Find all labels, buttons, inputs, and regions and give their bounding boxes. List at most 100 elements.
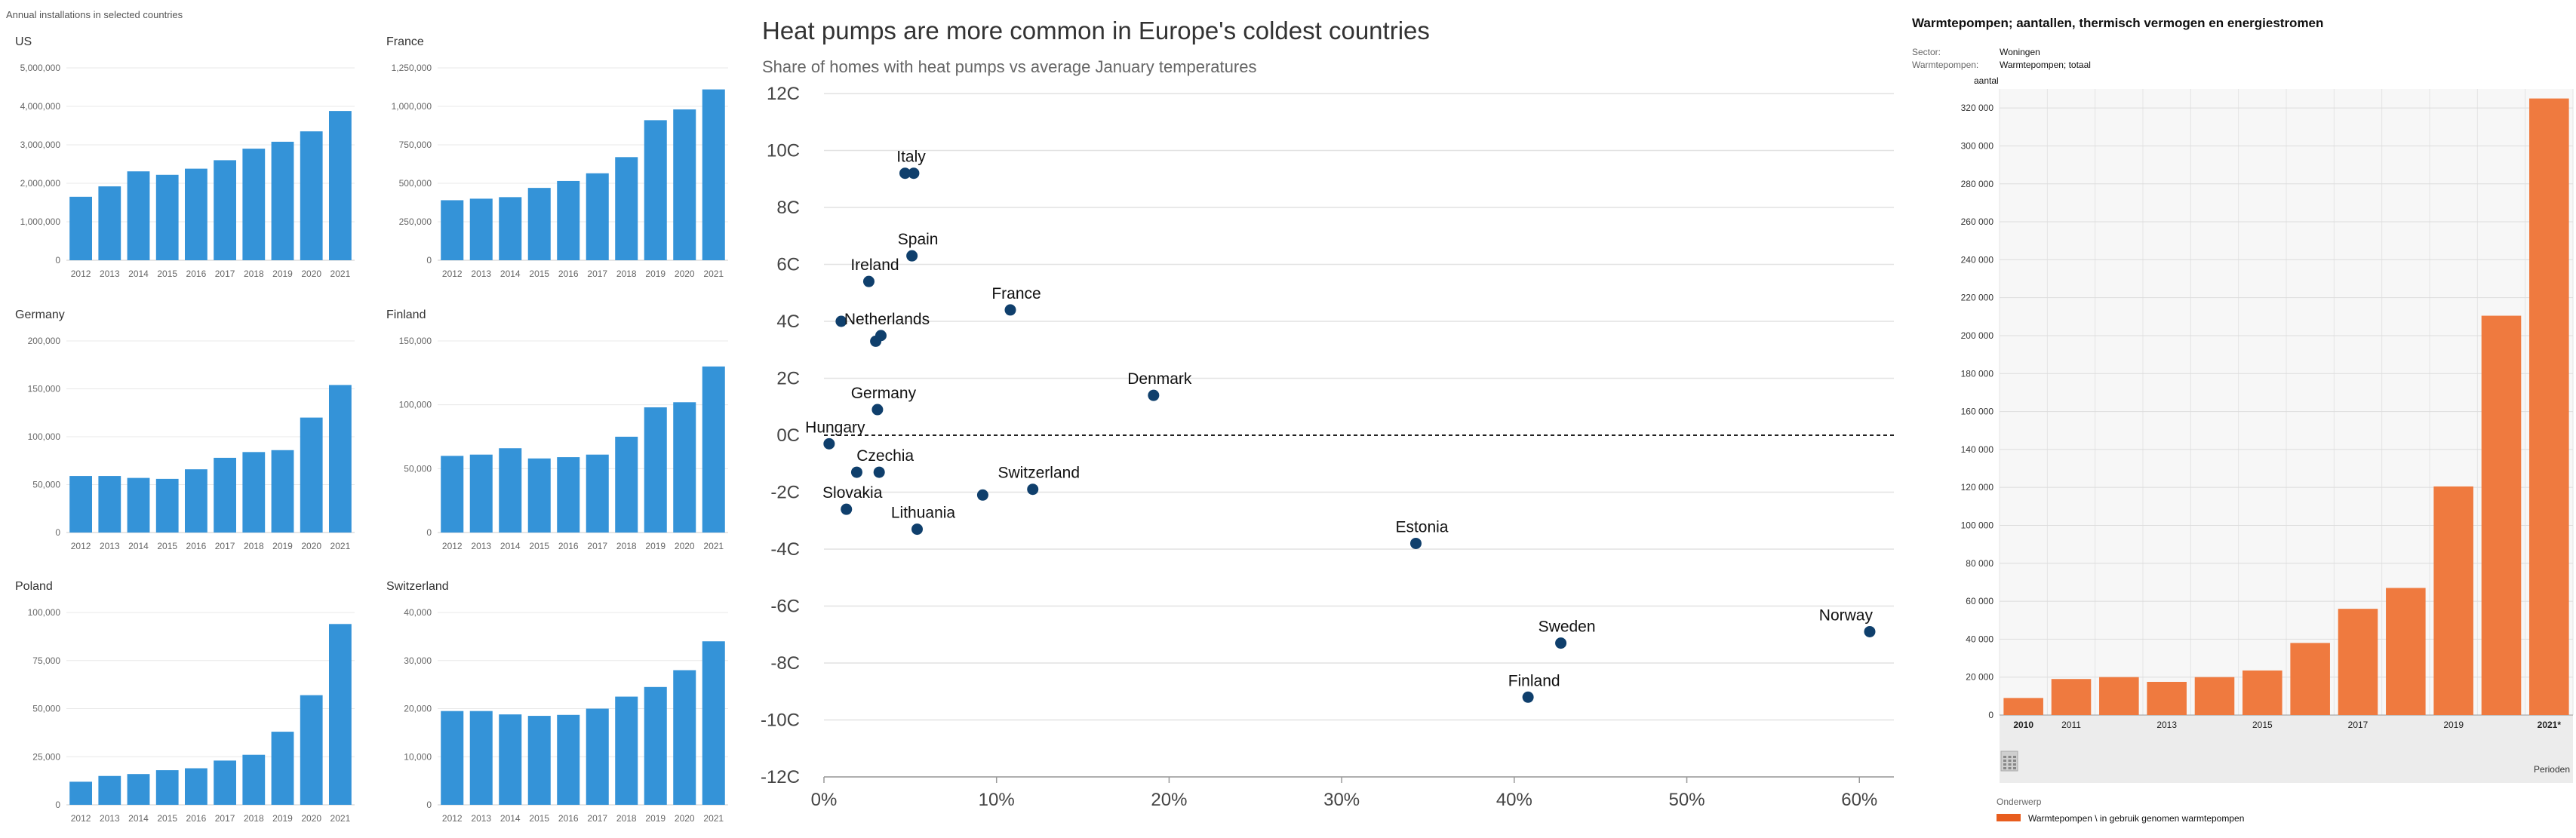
y-tick-label: 10C — [767, 141, 800, 161]
y-tick-label: 0 — [426, 527, 432, 538]
scatter-svg: Heat pumps are more common in Europe's c… — [761, 17, 1894, 810]
x-tick-label: 2017 — [215, 541, 235, 551]
x-tick-label: 2016 — [186, 813, 207, 824]
scatter-point — [906, 250, 918, 262]
bar — [185, 768, 207, 805]
bar — [673, 670, 696, 805]
x-tick-label: 2020 — [675, 813, 695, 824]
y-tick-label: -12C — [761, 767, 800, 787]
bar — [127, 774, 150, 805]
x-tick-label: 2019 — [645, 269, 666, 279]
x-tick-label: 2020 — [301, 813, 321, 824]
calendar-icon-cell — [2013, 760, 2016, 762]
scatter-point — [835, 315, 847, 327]
x-tick-label: 2021 — [330, 269, 351, 279]
y-tick-label: -10C — [761, 711, 800, 731]
bar — [300, 131, 323, 260]
x-tick-label: 2014 — [128, 541, 149, 551]
bar — [2147, 681, 2187, 715]
point-label-estonia: Estonia — [1395, 518, 1448, 536]
y-tick-label: 30,000 — [404, 655, 432, 666]
bar — [2529, 98, 2569, 716]
x-tick-label: 2017 — [2348, 720, 2369, 730]
bar — [2242, 670, 2282, 715]
small-chart-title: France — [386, 35, 424, 48]
bar — [499, 448, 522, 533]
x-tick-label: 30% — [1323, 790, 1360, 810]
y-tick-label: 500,000 — [399, 178, 432, 189]
x-tick-label: 2021 — [330, 813, 351, 824]
y-tick-label: 280 000 — [1961, 179, 1994, 189]
bar — [644, 686, 667, 805]
scatter-point — [1555, 637, 1567, 649]
x-axis-title: Perioden — [2534, 764, 2570, 775]
x-tick-label: 2012 — [442, 541, 463, 551]
calendar-icon — [2000, 751, 2018, 772]
point-label-sweden: Sweden — [1539, 619, 1596, 636]
scatter-panel: Heat pumps are more common in Europe's c… — [747, 0, 1909, 838]
y-tick-label: -4C — [770, 539, 800, 560]
calendar-icon-cell — [2003, 756, 2006, 758]
x-tick-label: 2018 — [616, 813, 637, 824]
bar — [644, 120, 667, 260]
calendar-icon-cell — [2003, 763, 2006, 766]
x-tick-label: 2019 — [645, 541, 666, 551]
bar — [2433, 486, 2473, 715]
small-chart-france: France 0 250,000 500,000 750,000 1,000,000 1,2… — [386, 35, 728, 279]
bar — [499, 197, 522, 260]
bar — [557, 180, 580, 260]
y-tick-label: 100 000 — [1961, 520, 1994, 530]
scatter-point — [823, 437, 835, 450]
bar — [155, 478, 179, 533]
legend-swatch — [1997, 814, 2021, 821]
y-tick-label: 0 — [1988, 710, 1993, 720]
y-tick-label: 100,000 — [28, 607, 61, 618]
y-tick-label: 60 000 — [1966, 596, 1993, 606]
x-tick-label: 2015 — [157, 813, 177, 824]
bar — [469, 198, 493, 260]
point-label-switzerland: Switzerland — [998, 465, 1080, 482]
scatter-point — [862, 275, 875, 287]
x-tick-label: 2020 — [301, 269, 321, 279]
bar — [469, 711, 493, 805]
filter-label: Warmtepompen: — [1912, 60, 1978, 70]
scatter-point — [899, 167, 911, 180]
x-tick-label: 10% — [979, 790, 1015, 810]
y-tick-label: 150,000 — [399, 336, 432, 346]
y-tick-label: 6C — [776, 255, 800, 275]
y-tick-label: 40,000 — [404, 607, 432, 618]
small-multiples-svg: Annual installations in selected countri… — [6, 9, 728, 824]
point-label-denmark: Denmark — [1127, 370, 1192, 388]
y-tick-label: 8C — [776, 198, 800, 218]
scatter-subtitle: Share of homes with heat pumps vs averag… — [762, 57, 1256, 76]
x-tick-label: 2017 — [587, 813, 607, 824]
bar — [329, 385, 352, 533]
x-tick-label: 50% — [1669, 790, 1705, 810]
scatter-point — [1522, 691, 1534, 703]
bar — [127, 477, 150, 533]
legend-label: Warmtepompen \ in gebruik genomen warmte… — [2028, 813, 2244, 824]
point-label-italy: Italy — [896, 149, 926, 166]
bar — [557, 714, 580, 805]
point-label-netherlands: Netherlands — [844, 311, 930, 328]
bar — [242, 149, 266, 260]
y-tick-label: 50,000 — [404, 463, 432, 474]
cbs-title: Warmtepompen; aantallen, thermisch vermo… — [1912, 16, 2323, 30]
bar — [214, 457, 236, 533]
x-tick-label: 2011 — [2061, 720, 2081, 730]
bar — [441, 200, 464, 260]
x-tick-label: 0% — [811, 790, 838, 810]
x-tick-label: 2012 — [442, 269, 463, 279]
x-tick-label: 2018 — [244, 813, 264, 824]
y-tick-label: 40 000 — [1966, 634, 1993, 644]
bar — [127, 171, 150, 260]
small-chart-title: US — [15, 35, 32, 48]
bar — [586, 708, 609, 805]
small-chart-title: Finland — [386, 308, 426, 321]
y-tick-label: 750,000 — [399, 140, 432, 150]
calendar-icon-cell — [2008, 767, 2012, 769]
x-tick-label: 2019 — [2443, 720, 2464, 730]
small-chart-germany: Germany 0 50,000 100,000 150,000 200,000 2012 2… — [15, 308, 355, 551]
y-tick-label: 20 000 — [1966, 672, 1993, 683]
y-tick-label: 10,000 — [404, 751, 432, 762]
